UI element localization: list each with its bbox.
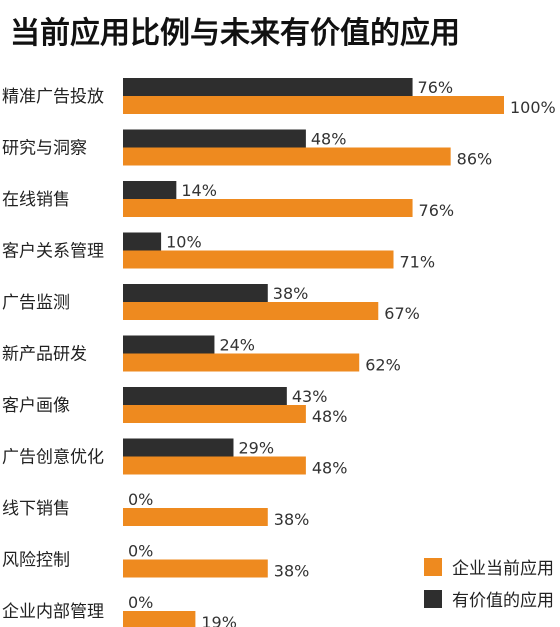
category-label: 广告创意优化 <box>2 448 104 468</box>
bar-valued <box>123 232 162 251</box>
data-label-valued: 0% <box>128 542 153 561</box>
bar-current <box>123 96 504 114</box>
bar-valued <box>123 335 215 354</box>
chart-title: 当前应用比例与未来有价值的应用 <box>10 16 460 51</box>
legend-label: 企业当前应用 <box>452 559 554 579</box>
data-label-current: 38% <box>274 510 310 529</box>
data-label-valued: 76% <box>418 78 454 97</box>
bar-current <box>123 250 394 269</box>
data-label-current: 71% <box>400 253 436 272</box>
bar-valued <box>123 387 287 405</box>
data-label-valued: 0% <box>128 490 153 509</box>
data-label-current: 67% <box>384 304 420 323</box>
legend-label: 有价值的应用 <box>452 591 554 611</box>
bar-current <box>123 559 268 578</box>
bar-current <box>123 147 451 166</box>
bar-valued <box>123 438 234 457</box>
category-label: 客户关系管理 <box>2 242 104 262</box>
data-label-valued: 24% <box>219 336 255 355</box>
data-label-current: 86% <box>457 150 493 169</box>
category-label: 新产品研发 <box>2 345 87 365</box>
data-label-valued: 38% <box>273 284 309 303</box>
bar-valued <box>123 78 413 96</box>
data-label-current: 48% <box>312 407 348 426</box>
bar-valued <box>123 181 177 199</box>
data-label-valued: 29% <box>238 439 274 458</box>
data-label-valued: 43% <box>292 387 328 406</box>
legend-swatch <box>424 558 442 576</box>
data-label-valued: 0% <box>128 593 153 612</box>
data-label-current: 48% <box>312 459 348 478</box>
category-label: 在线销售 <box>2 190 70 210</box>
category-label: 企业内部管理 <box>2 602 104 622</box>
data-label-current: 100% <box>510 98 556 117</box>
category-label: 广告监测 <box>2 293 70 313</box>
bar-current <box>123 199 413 217</box>
data-label-valued: 48% <box>311 130 347 149</box>
category-label: 精准广告投放 <box>2 87 104 107</box>
category-label: 研究与洞察 <box>2 139 87 159</box>
data-label-valued: 14% <box>181 181 217 200</box>
bar-current <box>123 456 306 475</box>
legend-swatch <box>424 590 442 608</box>
category-label: 线下销售 <box>2 499 70 519</box>
bar-current <box>123 611 196 627</box>
data-label-current: 19% <box>201 613 237 627</box>
bar-valued <box>123 284 268 302</box>
bar-current <box>123 405 306 423</box>
data-label-current: 38% <box>274 562 310 581</box>
bar-current <box>123 353 360 372</box>
bar-valued <box>123 129 306 148</box>
bar-current <box>123 302 379 320</box>
category-label: 客户画像 <box>2 396 70 416</box>
data-label-valued: 10% <box>166 233 202 252</box>
data-label-current: 76% <box>419 201 455 220</box>
data-label-current: 62% <box>365 356 401 375</box>
category-label: 风险控制 <box>2 551 70 571</box>
bar-current <box>123 508 268 526</box>
